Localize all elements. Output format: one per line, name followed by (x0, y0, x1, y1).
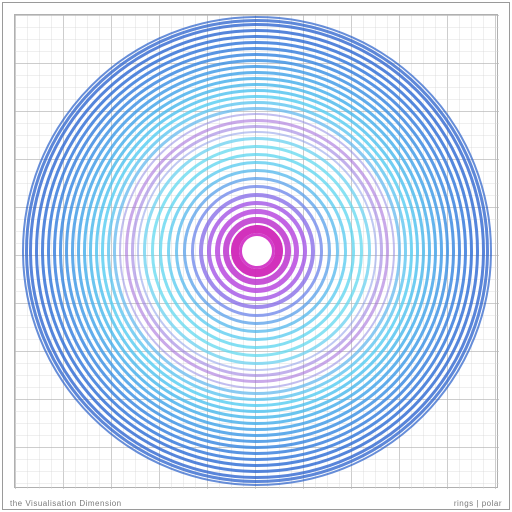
outer-frame (2, 2, 510, 510)
chart-frame: the Visualisation Dimension rings | pola… (0, 0, 512, 512)
